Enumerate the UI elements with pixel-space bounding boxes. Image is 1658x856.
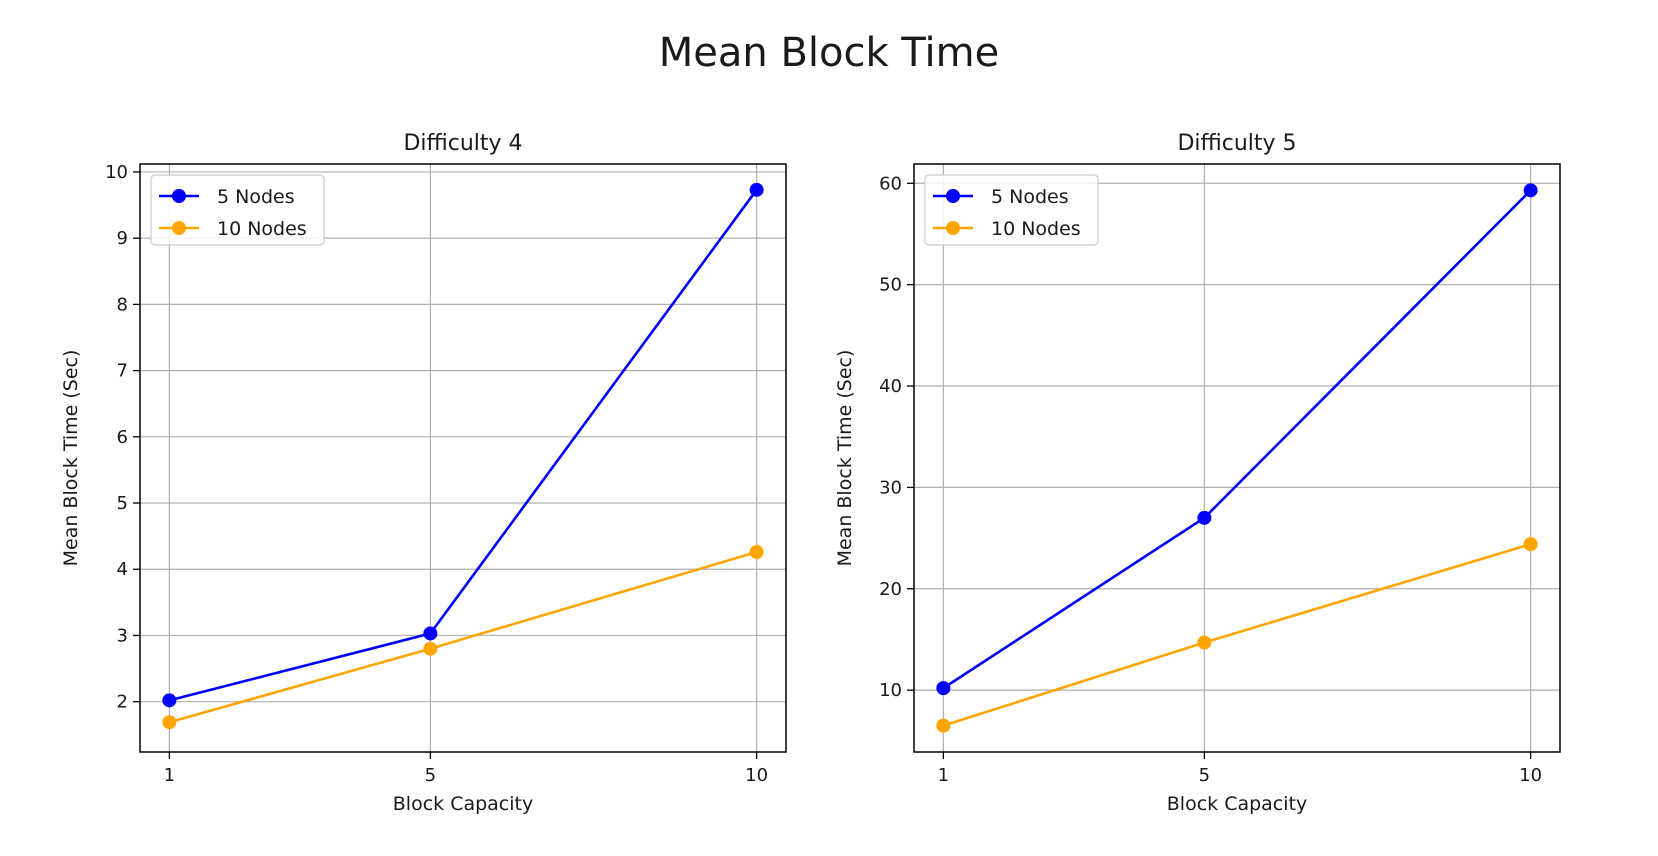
data-point (423, 641, 438, 656)
legend-label: 5 Nodes (991, 186, 1069, 208)
y-tick-label: 8 (117, 294, 128, 315)
y-tick-label: 60 (879, 173, 902, 194)
y-tick-label: 3 (117, 625, 128, 646)
y-tick-label: 7 (117, 361, 128, 382)
legend: 5 Nodes 10 Nodes (150, 174, 325, 246)
x-tick-label: 5 (1199, 765, 1210, 786)
data-point (1523, 537, 1538, 552)
series-line (942, 542, 1532, 727)
y-tick-label: 10 (879, 680, 902, 701)
x-tick-label: 10 (1519, 765, 1542, 786)
axes-frame (913, 163, 1561, 753)
legend-label: 10 Nodes (217, 218, 307, 240)
y-tick-label: 40 (879, 376, 902, 397)
figure-suptitle: Mean Block Time (659, 30, 1000, 76)
y-tick-label: 5 (117, 493, 128, 514)
series-line (942, 189, 1532, 690)
y-tick-label: 6 (117, 427, 128, 448)
data-point (423, 626, 438, 641)
x-tick-label: 5 (425, 765, 436, 786)
x-tick-label: 1 (164, 765, 175, 786)
data-point (749, 182, 764, 197)
data-point (162, 715, 177, 730)
y-tick-label: 30 (879, 477, 902, 498)
legend-label: 5 Nodes (217, 186, 295, 208)
legend: 5 Nodes 10 Nodes (924, 174, 1099, 246)
legend-marker (172, 221, 186, 235)
x-axis-label: Block Capacity (1167, 793, 1307, 815)
series-line (169, 189, 758, 702)
subplot-2: 1 5 10 10 20 30 40 50 60 Difficulty 5 Block Capaci… (834, 131, 1561, 815)
x-tick-label: 10 (745, 765, 768, 786)
legend-label: 10 Nodes (991, 218, 1081, 240)
subplot-title: Difficulty 4 (403, 131, 522, 156)
data-point (936, 718, 951, 733)
y-tick-label: 9 (117, 228, 128, 249)
y-tick-label: 2 (117, 692, 128, 713)
y-axis-label: Mean Block Time (Sec) (60, 350, 82, 567)
data-point (162, 693, 177, 708)
y-tick-label: 10 (105, 162, 128, 183)
y-tick-label: 50 (879, 275, 902, 296)
y-axis-label: Mean Block Time (Sec) (834, 350, 856, 567)
legend-marker (172, 189, 186, 203)
data-point (1523, 183, 1538, 198)
x-axis-label: Block Capacity (393, 793, 533, 815)
series-line (169, 550, 758, 724)
subplot-title: Difficulty 5 (1177, 131, 1296, 156)
x-tick-label: 1 (938, 765, 949, 786)
y-tick-label: 4 (117, 559, 128, 580)
subplot-1: 1 5 10 2 3 4 5 6 7 8 9 10 Difficulty 4 Block Capacity… (60, 131, 787, 815)
y-tick-label: 20 (879, 579, 902, 600)
data-point (1197, 510, 1212, 525)
data-point (1197, 635, 1212, 650)
axes-frame (139, 163, 787, 753)
data-point (749, 545, 764, 560)
data-point (936, 681, 951, 696)
legend-marker (946, 221, 960, 235)
legend-marker (946, 189, 960, 203)
chart-panels: 1 5 10 2 3 4 5 6 7 8 9 10 Difficulty 4 Block Capacity… (60, 131, 1561, 815)
